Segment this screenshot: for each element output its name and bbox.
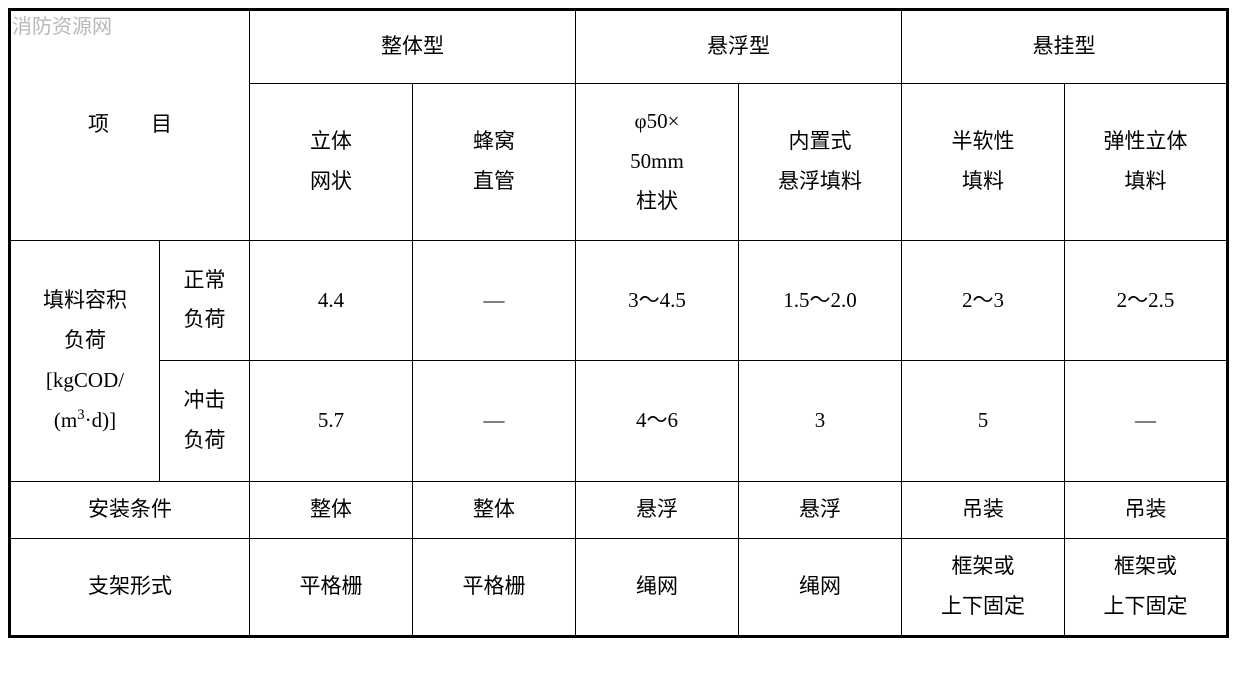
table-cell: 4.4 — [250, 240, 413, 361]
table-cell: 2～2.5 — [1065, 240, 1228, 361]
sub-column-header: 半软性填料 — [902, 83, 1065, 240]
table-header-group-row: 项 目 整体型 悬浮型 悬挂型 — [10, 10, 1228, 84]
table-cell: 1.5～2.0 — [739, 240, 902, 361]
group-header: 整体型 — [250, 10, 576, 84]
row-label-main: 填料容积负荷[kgCOD/(m3·d)] — [10, 240, 160, 482]
row-header-label: 项 目 — [10, 10, 250, 241]
row-label-main: 支架形式 — [10, 539, 250, 637]
table-row: 支架形式 平格栅 平格栅 绳网 绳网 框架或上下固定 框架或上下固定 — [10, 539, 1228, 637]
table-row: 冲击负荷 5.7 — 4～6 3 5 — — [10, 361, 1228, 482]
table-cell: 框架或上下固定 — [1065, 539, 1228, 637]
table-cell: 吊装 — [1065, 482, 1228, 539]
table-cell: 整体 — [413, 482, 576, 539]
sub-column-header: 内置式悬浮填料 — [739, 83, 902, 240]
table-cell: 整体 — [250, 482, 413, 539]
filler-spec-table: 项 目 整体型 悬浮型 悬挂型 立体网状 蜂窝直管 φ50×50mm柱状 内置式… — [8, 8, 1229, 638]
sub-column-header: 蜂窝直管 — [413, 83, 576, 240]
table-cell: 框架或上下固定 — [902, 539, 1065, 637]
sub-column-header: 弹性立体填料 — [1065, 83, 1228, 240]
table-cell: 绳网 — [739, 539, 902, 637]
table-row: 填料容积负荷[kgCOD/(m3·d)] 正常负荷 4.4 — 3～4.5 1.… — [10, 240, 1228, 361]
table-cell: 5 — [902, 361, 1065, 482]
table-cell: — — [413, 361, 576, 482]
table-cell: 3 — [739, 361, 902, 482]
table-cell: 4～6 — [576, 361, 739, 482]
table-cell: — — [413, 240, 576, 361]
group-header: 悬浮型 — [576, 10, 902, 84]
table-cell: 平格栅 — [413, 539, 576, 637]
table-row: 安装条件 整体 整体 悬浮 悬浮 吊装 吊装 — [10, 482, 1228, 539]
table-cell: 3～4.5 — [576, 240, 739, 361]
table-cell: 悬浮 — [576, 482, 739, 539]
table-cell: 2～3 — [902, 240, 1065, 361]
row-label-main: 安装条件 — [10, 482, 250, 539]
table-cell: 悬浮 — [739, 482, 902, 539]
table-cell: 平格栅 — [250, 539, 413, 637]
table-cell: — — [1065, 361, 1228, 482]
row-label-sub: 冲击负荷 — [160, 361, 250, 482]
sub-column-header: φ50×50mm柱状 — [576, 83, 739, 240]
table-cell: 5.7 — [250, 361, 413, 482]
sub-column-header: 立体网状 — [250, 83, 413, 240]
table-cell: 绳网 — [576, 539, 739, 637]
group-header: 悬挂型 — [902, 10, 1228, 84]
row-label-sub: 正常负荷 — [160, 240, 250, 361]
table-cell: 吊装 — [902, 482, 1065, 539]
